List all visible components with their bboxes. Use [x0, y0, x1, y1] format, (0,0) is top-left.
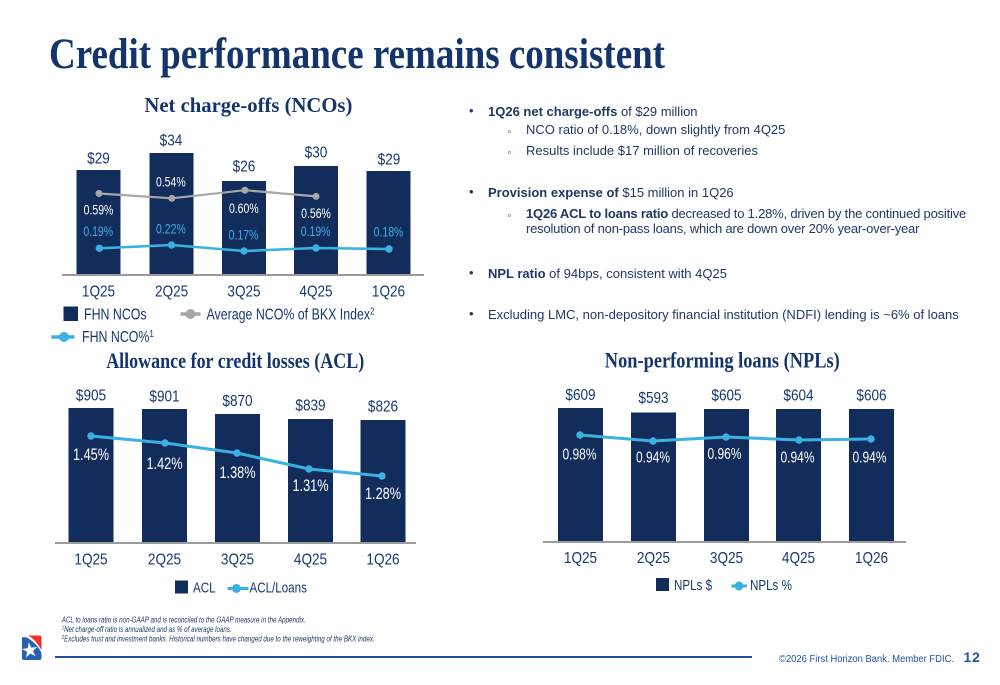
svg-text:$609: $609 [565, 387, 595, 404]
svg-text:1.45%: 1.45% [73, 445, 109, 464]
svg-text:$26: $26 [233, 158, 256, 175]
svg-text:1Q26: 1Q26 [372, 284, 405, 301]
svg-text:0.22%: 0.22% [156, 221, 186, 237]
svg-text:Net charge-offs (NCOs): Net charge-offs (NCOs) [144, 93, 352, 117]
svg-text:1Q25: 1Q25 [74, 552, 107, 569]
svg-text:$870: $870 [222, 393, 252, 410]
svg-text:2Q25: 2Q25 [148, 552, 181, 569]
svg-text:0.94%: 0.94% [853, 448, 887, 466]
svg-text:1Q25: 1Q25 [564, 550, 597, 567]
svg-text:Non-performing loans (NPLs): Non-performing loans (NPLs) [605, 348, 840, 373]
svg-text:ACL/Loans: ACL/Loans [250, 579, 308, 596]
svg-text:4Q25: 4Q25 [299, 284, 332, 301]
svg-text:12: 12 [964, 649, 981, 665]
svg-text:1Q26: 1Q26 [366, 552, 399, 569]
svg-text:FHN NCOs: FHN NCOs [84, 305, 147, 323]
svg-text:NPLs %: NPLs % [750, 577, 792, 594]
svg-text:0.19%: 0.19% [83, 223, 113, 239]
svg-text:1.42%: 1.42% [146, 454, 182, 473]
svg-text:FHN NCO%1: FHN NCO%1 [82, 328, 154, 346]
svg-text:1Net charge-off ratio is annua: 1Net charge-off ratio is annualized and … [62, 625, 232, 634]
svg-text:0.98%: 0.98% [563, 445, 597, 463]
svg-text:ACL: ACL [193, 579, 216, 596]
svg-text:2Excludes trust and investment: 2Excludes trust and investment banks. Hi… [61, 635, 375, 644]
svg-text:1.31%: 1.31% [292, 476, 328, 495]
svg-text:0.94%: 0.94% [781, 448, 815, 466]
svg-text:4Q25: 4Q25 [782, 550, 815, 567]
svg-text:ACL to loans ratio is non-GAAP: ACL to loans ratio is non-GAAP and is re… [61, 616, 306, 625]
svg-text:4Q25: 4Q25 [294, 552, 327, 569]
svg-text:2Q25: 2Q25 [155, 284, 188, 301]
svg-text:0.94%: 0.94% [636, 448, 670, 466]
svg-text:Credit performance remains con: Credit performance remains consistent [49, 31, 666, 78]
svg-text:0.59%: 0.59% [84, 202, 114, 218]
svg-text:0.17%: 0.17% [229, 227, 259, 243]
svg-text:2Q25: 2Q25 [637, 550, 670, 567]
svg-text:$826: $826 [368, 399, 398, 416]
svg-text:0.96%: 0.96% [708, 444, 742, 462]
svg-text:Allowance for credit losses (A: Allowance for credit losses (ACL) [106, 348, 364, 373]
svg-text:$606: $606 [856, 388, 886, 405]
svg-text:$905: $905 [76, 388, 106, 405]
svg-text:1.28%: 1.28% [365, 484, 401, 503]
svg-text:$34: $34 [160, 132, 183, 149]
svg-text:$901: $901 [149, 389, 179, 406]
svg-text:$839: $839 [295, 398, 325, 415]
svg-text:$593: $593 [638, 390, 668, 407]
svg-text:0.19%: 0.19% [301, 223, 331, 239]
svg-text:0.18%: 0.18% [374, 224, 404, 240]
svg-text:$604: $604 [783, 388, 813, 405]
svg-text:3Q25: 3Q25 [227, 284, 260, 301]
svg-text:$605: $605 [711, 388, 741, 405]
svg-text:0.54%: 0.54% [156, 174, 186, 190]
svg-text:NPLs $: NPLs $ [674, 577, 713, 594]
svg-text:1.38%: 1.38% [219, 463, 255, 482]
svg-text:0.56%: 0.56% [301, 206, 331, 222]
svg-text:1Q26: 1Q26 [855, 550, 888, 567]
svg-text:3Q25: 3Q25 [221, 552, 254, 569]
svg-text:$30: $30 [305, 144, 328, 161]
svg-text:1Q25: 1Q25 [82, 284, 115, 301]
svg-text:$29: $29 [87, 150, 110, 167]
svg-text:©2026 First Horizon Bank. Memb: ©2026 First Horizon Bank. Member FDIC. [779, 654, 954, 665]
svg-text:0.60%: 0.60% [229, 200, 259, 216]
svg-text:Average NCO% of BKX Index2: Average NCO% of BKX Index2 [207, 305, 375, 323]
svg-text:3Q25: 3Q25 [710, 550, 743, 567]
svg-text:$29: $29 [378, 152, 401, 169]
